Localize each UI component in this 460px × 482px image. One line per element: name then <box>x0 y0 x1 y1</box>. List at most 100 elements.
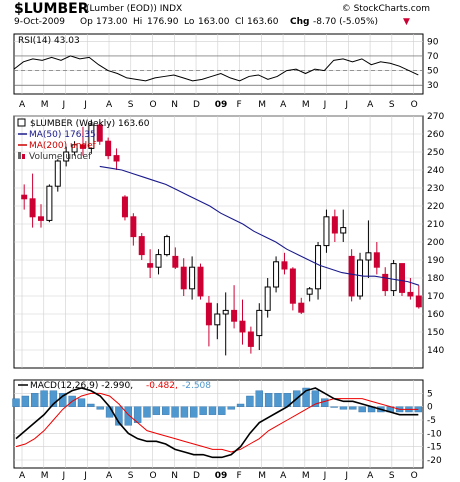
candle-body <box>222 309 229 315</box>
x-tick-label-bottom: O <box>150 471 157 481</box>
macd-histogram-bar <box>246 395 254 407</box>
x-tick-label-top: M <box>258 100 266 110</box>
macd-histogram-bar <box>339 406 348 410</box>
macd-line <box>15 387 419 459</box>
price-tick-label: 260 <box>427 130 444 140</box>
price-tick-label: 160 <box>427 310 444 320</box>
x-tick-label-bottom: F <box>237 471 242 481</box>
macd-series <box>12 387 423 459</box>
candle-body <box>323 216 330 247</box>
macd-histogram-bar <box>321 398 329 407</box>
x-tick-label-top: S <box>128 100 134 110</box>
x-tick-label-bottom: M <box>258 471 266 481</box>
x-tick-label-bottom: M <box>41 471 49 481</box>
macd-histogram-bar <box>227 406 235 410</box>
price-tick-label: 210 <box>427 220 444 230</box>
candle-body <box>37 216 44 221</box>
candle-body <box>88 124 95 149</box>
y-axis-ticks: 3050709014015016017018019020021022023024… <box>427 37 444 466</box>
candle-body <box>281 261 288 270</box>
macd-histogram-bar <box>190 406 198 418</box>
candle-body <box>138 236 145 256</box>
macd-histogram-bar <box>143 406 151 418</box>
macd-histogram-bar <box>311 390 320 407</box>
candle-body <box>298 302 305 313</box>
macd-histogram-bar <box>302 387 310 407</box>
x-tick-label-bottom: O <box>411 471 418 481</box>
ma200-legend: MA(200) undef <box>29 141 97 151</box>
macd-histogram-bar <box>171 406 179 418</box>
macd-histogram-bar <box>152 406 161 415</box>
change-down-arrow-icon: ▼ <box>403 17 410 27</box>
macd-histogram-bar <box>236 403 245 407</box>
symbol-title: $LUMBER <box>14 1 89 17</box>
x-tick-label-top: N <box>171 100 178 110</box>
macd-histogram-bar <box>264 393 273 407</box>
macd-histogram-bar <box>208 406 217 415</box>
candle-body <box>289 268 296 304</box>
macd-histogram-bar <box>40 390 48 407</box>
x-tick-label-top: D <box>193 100 200 110</box>
macd-signal-legend: -0.482, <box>146 381 178 391</box>
macd-histogram-bar <box>274 393 282 407</box>
price-tick-label: 170 <box>427 292 444 302</box>
candle-body <box>399 263 406 293</box>
x-tick-label-bottom: J <box>323 471 327 481</box>
candle-body <box>189 266 196 290</box>
rsi-tick-label: 30 <box>427 81 439 91</box>
macd-tick-label: -10 <box>427 429 442 439</box>
x-tick-label-top: J <box>83 100 87 110</box>
x-tick-label-top: M <box>41 100 49 110</box>
volume-legend-swatch <box>18 152 21 159</box>
macd-histogram-bar <box>31 393 39 407</box>
candle-body <box>247 331 254 347</box>
macd-legend: MACD(12,26,9) -2.990, <box>30 381 133 391</box>
candle-body <box>415 295 422 308</box>
x-tick-label-bottom: M <box>302 471 310 481</box>
macd-tick-label: -20 <box>427 456 442 466</box>
open-value: 173.00 <box>96 17 128 27</box>
candle-body <box>147 263 154 268</box>
macd-tick-label: 0 <box>427 403 433 413</box>
low-label: Lo <box>184 17 195 27</box>
x-tick-label-bottom: J <box>344 471 348 481</box>
rsi-legend: RSI(14) 43.03 <box>18 36 80 46</box>
x-tick-label-bottom: A <box>19 471 26 481</box>
macd-histogram-bar <box>124 406 132 426</box>
candle-body <box>71 144 78 153</box>
candle-body <box>273 261 280 288</box>
price-tick-label: 150 <box>427 328 444 338</box>
x-tick-label-bottom: 09 <box>215 471 228 481</box>
candle-body <box>205 302 212 326</box>
x-tick-label-bottom: D <box>193 471 200 481</box>
change-value: -8.70 (-5.05%) <box>313 17 379 27</box>
x-tick-label-top: A <box>367 100 374 110</box>
price-tick-label: 180 <box>427 274 444 284</box>
candle-body <box>382 273 389 292</box>
x-tick-label-top: O <box>150 100 157 110</box>
macd-histogram-bar <box>77 398 86 407</box>
candle-body <box>306 288 313 295</box>
candle-body <box>315 245 322 290</box>
ma50-legend: MA(50) 176.35 <box>29 130 96 140</box>
macd-histogram-bar <box>199 406 207 415</box>
macd-histogram-bar <box>12 398 20 407</box>
candle-body <box>407 291 414 297</box>
price-tick-label: 230 <box>427 184 444 194</box>
macd-histogram-bar <box>330 406 338 408</box>
close-label: Cl <box>235 17 244 27</box>
candle-body <box>373 252 380 268</box>
x-tick-label-top: A <box>19 100 26 110</box>
macd-histogram-bar <box>349 406 357 410</box>
macd-histogram-legend: -2.508 <box>182 381 211 391</box>
price-series <box>21 119 422 356</box>
x-tick-label-bottom: S <box>128 471 134 481</box>
candle-body <box>239 320 246 333</box>
price-tick-label: 190 <box>427 256 444 266</box>
x-tick-label-top: A <box>280 100 287 110</box>
macd-signal-line <box>15 392 419 453</box>
volume-legend-swatch-down <box>22 154 25 159</box>
macd-histogram-bar <box>96 406 104 410</box>
candle-body <box>357 259 364 297</box>
rsi-tick-label: 90 <box>427 37 439 47</box>
